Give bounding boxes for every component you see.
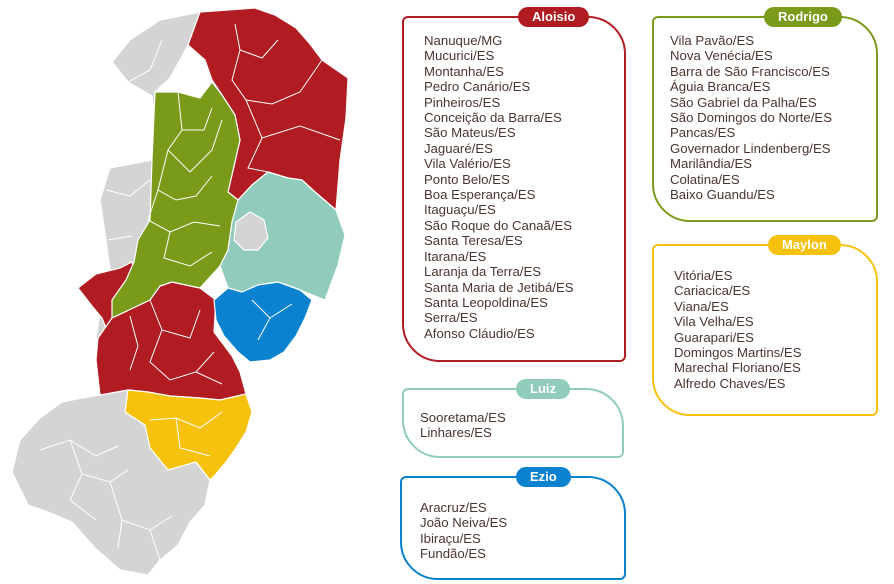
city-item: São Gabriel da Palha/ES — [670, 94, 817, 110]
city-item: Montanha/ES — [424, 63, 504, 79]
city-item: Santa Leopoldina/ES — [424, 294, 548, 310]
city-item: Vila Pavão/ES — [670, 33, 755, 48]
map-region-maylon — [124, 389, 253, 481]
city-item: Laranja da Terra/ES — [424, 264, 542, 280]
map-region-other-inset — [233, 211, 269, 251]
group-box-ezio: Ezio Aracruz/ES João Neiva/ES Ibiraçu/ES Fu… — [400, 467, 626, 580]
city-item: Itaguaçu/ES — [424, 202, 496, 218]
city-item: Ibiraçu/ES — [420, 530, 481, 546]
group-box-aloisio: Aloisio Nanuque/MG Mucurici/ES Montanha/ES… — [402, 7, 626, 362]
municipal-borders — [39, 23, 341, 561]
city-item: Governador Lindenberg/ES — [670, 140, 831, 156]
city-item: Fundão/ES — [420, 546, 486, 562]
city-item: Vila Valério/ES — [424, 156, 511, 172]
city-item: Pancas/ES — [670, 125, 736, 141]
map-region-ezio — [213, 281, 313, 363]
city-list-ezio: Aracruz/ES João Neiva/ES Ibiraçu/ES Fundão/… — [420, 500, 507, 562]
city-item: Santa Teresa/ES — [424, 233, 523, 249]
city-list-aloisio: Nanuque/MG Mucurici/ES Montanha/ES Pedro Ca… — [424, 33, 574, 341]
city-item: Vila Velha/ES — [674, 314, 754, 330]
group-title-aloisio: Aloisio — [518, 7, 590, 27]
group-title-rodrigo: Rodrigo — [764, 7, 842, 27]
city-item: Águia Branca/ES — [670, 79, 771, 95]
city-item: Colatina/ES — [670, 171, 740, 187]
city-item: Alfredo Chaves/ES — [674, 375, 786, 391]
city-item: Sooretama/ES — [420, 410, 506, 425]
city-item: Santa Maria de Jetibá/ES — [424, 279, 574, 295]
city-item: Conceição da Barra/ES — [424, 110, 562, 126]
city-item: Jaguaré/ES — [424, 140, 493, 156]
city-item: Boa Esperança/ES — [424, 187, 536, 203]
city-item: Aracruz/ES — [420, 500, 487, 515]
city-item: Marechal Floriano/ES — [674, 360, 801, 376]
group-title-luiz: Luiz — [516, 379, 570, 399]
group-box-rodrigo: Rodrigo Vila Pavão/ES Nova Venécia/ES Barr… — [652, 7, 878, 222]
city-item: Vitória/ES — [674, 268, 733, 283]
city-item: Nova Venécia/ES — [670, 48, 773, 64]
city-item: Afonso Cláudio/ES — [424, 325, 535, 341]
city-item: Mucurici/ES — [424, 48, 495, 64]
group-box-luiz: Luiz Sooretama/ES Linhares/ES — [402, 379, 624, 458]
city-item: Viana/ES — [674, 298, 729, 314]
group-title-ezio: Ezio — [516, 467, 571, 487]
city-item: Guarapari/ES — [674, 329, 754, 345]
city-item: Linhares/ES — [420, 425, 492, 441]
city-item: Domingos Martins/ES — [674, 345, 802, 361]
city-item: Pedro Canário/ES — [424, 79, 531, 95]
city-item: Pinheiros/ES — [424, 94, 501, 110]
region-map — [11, 7, 349, 576]
city-list-luiz: Sooretama/ES Linhares/ES — [420, 410, 506, 441]
city-item: Cariacica/ES — [674, 283, 751, 299]
map-region-luiz — [219, 171, 346, 301]
group-title-maylon: Maylon — [768, 235, 841, 255]
city-list-maylon: Vitória/ES Cariacica/ES Viana/ES Vila Velha… — [674, 268, 802, 391]
city-item: Ponto Belo/ES — [424, 171, 510, 187]
city-item: Marilândia/ES — [670, 156, 753, 172]
city-item: Nanuque/MG — [424, 33, 503, 48]
city-item: Itarana/ES — [424, 248, 487, 264]
city-item: São Roque do Canaã/ES — [424, 217, 573, 233]
city-item: Barra de São Francisco/ES — [670, 63, 830, 79]
city-list-rodrigo: Vila Pavão/ES Nova Venécia/ES Barra de São… — [670, 33, 832, 202]
city-item: São Domingos do Norte/ES — [670, 110, 832, 126]
city-item: Baixo Guandu/ES — [670, 187, 775, 203]
city-item: São Mateus/ES — [424, 125, 516, 141]
group-box-maylon: Maylon Vitória/ES Cariacica/ES Viana/ES Vil… — [652, 235, 878, 416]
city-item: João Neiva/ES — [420, 515, 508, 531]
city-item: Serra/ES — [424, 310, 478, 326]
